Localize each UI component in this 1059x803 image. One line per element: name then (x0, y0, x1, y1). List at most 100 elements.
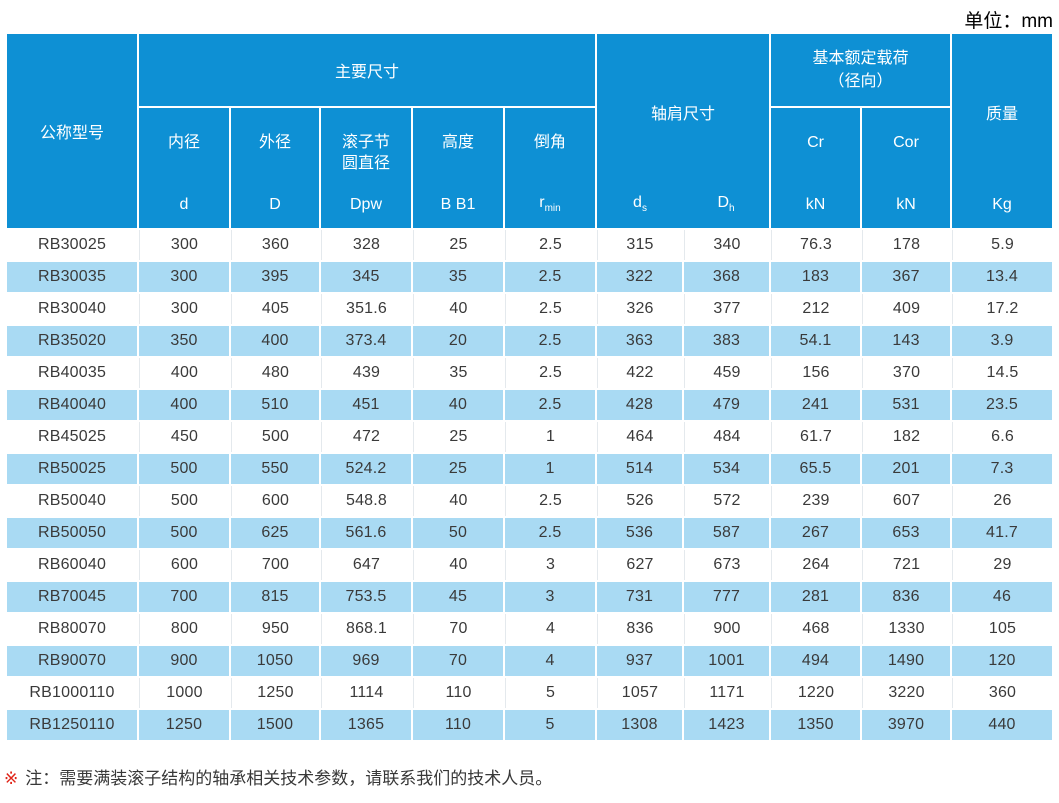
col-header-model: 公称型号 (7, 34, 137, 228)
cell-cr: 239 (771, 486, 861, 516)
cell-model: RB40035 (7, 358, 137, 388)
cell-model: RB60040 (7, 550, 137, 580)
cell-cor: 182 (862, 422, 951, 452)
cell-shoulder-dh: 340 (684, 230, 770, 260)
table-row: RB50050 500 625 561.6 50 2.5 536 587 267… (7, 518, 1052, 548)
cell-cr: 264 (771, 550, 861, 580)
cell-inner-diameter: 500 (139, 518, 229, 548)
cell-shoulder-ds: 937 (597, 646, 682, 676)
cell-shoulder-dh: 383 (684, 326, 770, 356)
cell-shoulder-ds: 536 (597, 518, 682, 548)
cell-cor: 201 (862, 454, 951, 484)
shoulder-label: 轴肩尺寸 (651, 106, 716, 123)
cell-height: 110 (413, 678, 503, 708)
cell-mass: 5.9 (952, 230, 1052, 260)
cell-chamfer: 2.5 (505, 230, 595, 260)
cell-inner-diameter: 800 (139, 614, 229, 644)
cell-cr: 65.5 (771, 454, 861, 484)
cell-mass: 440 (952, 710, 1052, 740)
cell-mass: 23.5 (952, 390, 1052, 420)
cell-shoulder-dh: 900 (684, 614, 770, 644)
cell-roller-pitch-diameter: 647 (321, 550, 411, 580)
cell-cr: 281 (771, 582, 861, 612)
cell-chamfer: 5 (505, 710, 595, 740)
table-row: RB40035 400 480 439 35 2.5 422 459 156 3… (7, 358, 1052, 388)
cell-cor: 3970 (862, 710, 951, 740)
cell-cor: 836 (862, 582, 951, 612)
cell-cor: 1490 (862, 646, 951, 676)
cell-outer-diameter: 625 (231, 518, 319, 548)
cell-inner-diameter: 400 (139, 358, 229, 388)
cell-cor: 3220 (862, 678, 951, 708)
cell-model: RB30035 (7, 262, 137, 292)
cell-inner-diameter: 900 (139, 646, 229, 676)
cell-cr: 183 (771, 262, 861, 292)
cell-roller-pitch-diameter: 753.5 (321, 582, 411, 612)
cell-model: RB30040 (7, 294, 137, 324)
cell-chamfer: 2.5 (505, 390, 595, 420)
cell-shoulder-ds: 526 (597, 486, 682, 516)
cell-roller-pitch-diameter: 1365 (321, 710, 411, 740)
cell-roller-pitch-diameter: 472 (321, 422, 411, 452)
table-row: RB40040 400 510 451 40 2.5 428 479 241 5… (7, 390, 1052, 420)
cell-height: 70 (413, 614, 503, 644)
cell-cor: 607 (862, 486, 951, 516)
cell-shoulder-ds: 428 (597, 390, 682, 420)
cell-chamfer: 4 (505, 646, 595, 676)
cell-mass: 120 (952, 646, 1052, 676)
col-header-main-dims: 主要尺寸 (139, 34, 595, 106)
cell-height: 50 (413, 518, 503, 548)
cell-mass: 41.7 (952, 518, 1052, 548)
cell-mass: 360 (952, 678, 1052, 708)
cell-height: 25 (413, 230, 503, 260)
col-header-mass: 质量 Kg (952, 34, 1052, 228)
cell-shoulder-ds: 315 (597, 230, 682, 260)
cell-roller-pitch-diameter: 328 (321, 230, 411, 260)
cell-mass: 13.4 (952, 262, 1052, 292)
load-label-line2: （径向） (828, 73, 893, 90)
cell-model: RB70045 (7, 582, 137, 612)
cell-shoulder-dh: 1001 (684, 646, 770, 676)
cell-cr: 1350 (771, 710, 861, 740)
cell-chamfer: 2.5 (505, 518, 595, 548)
cell-model: RB50050 (7, 518, 137, 548)
cell-shoulder-ds: 322 (597, 262, 682, 292)
table-row: RB45025 450 500 472 25 1 464 484 61.7 18… (7, 422, 1052, 452)
bearing-spec-table: 公称型号 主要尺寸 轴肩尺寸 ds Dh 基本额定载荷 （径向） (5, 32, 1054, 742)
cell-height: 40 (413, 294, 503, 324)
cell-roller-pitch-diameter: 969 (321, 646, 411, 676)
col-header-height: 高度 B B1 (413, 108, 503, 228)
cell-outer-diameter: 360 (231, 230, 319, 260)
shoulder-dh-symbol: Dh (717, 193, 735, 214)
table-row: RB80070 800 950 868.1 70 4 836 900 468 1… (7, 614, 1052, 644)
cell-shoulder-ds: 731 (597, 582, 682, 612)
cell-shoulder-ds: 363 (597, 326, 682, 356)
unit-label: 单位：mm (964, 11, 1053, 32)
cell-roller-pitch-diameter: 439 (321, 358, 411, 388)
cell-model: RB40040 (7, 390, 137, 420)
footnote-marker: ※ (4, 769, 19, 788)
cell-height: 25 (413, 422, 503, 452)
cell-height: 35 (413, 358, 503, 388)
cell-shoulder-ds: 422 (597, 358, 682, 388)
cell-roller-pitch-diameter: 561.6 (321, 518, 411, 548)
cell-shoulder-ds: 464 (597, 422, 682, 452)
cell-outer-diameter: 400 (231, 326, 319, 356)
cell-inner-diameter: 500 (139, 486, 229, 516)
cell-outer-diameter: 700 (231, 550, 319, 580)
col-header-shoulder: 轴肩尺寸 ds Dh (597, 34, 770, 228)
cell-shoulder-dh: 368 (684, 262, 770, 292)
cell-cor: 721 (862, 550, 951, 580)
cell-chamfer: 2.5 (505, 358, 595, 388)
cell-cor: 653 (862, 518, 951, 548)
cell-roller-pitch-diameter: 1114 (321, 678, 411, 708)
cell-inner-diameter: 350 (139, 326, 229, 356)
cell-shoulder-dh: 534 (684, 454, 770, 484)
cell-roller-pitch-diameter: 373.4 (321, 326, 411, 356)
cell-cr: 468 (771, 614, 861, 644)
col-header-inner-diameter: 内径 d (139, 108, 229, 228)
cell-roller-pitch-diameter: 868.1 (321, 614, 411, 644)
table-row: RB70045 700 815 753.5 45 3 731 777 281 8… (7, 582, 1052, 612)
cell-height: 70 (413, 646, 503, 676)
cell-inner-diameter: 300 (139, 262, 229, 292)
